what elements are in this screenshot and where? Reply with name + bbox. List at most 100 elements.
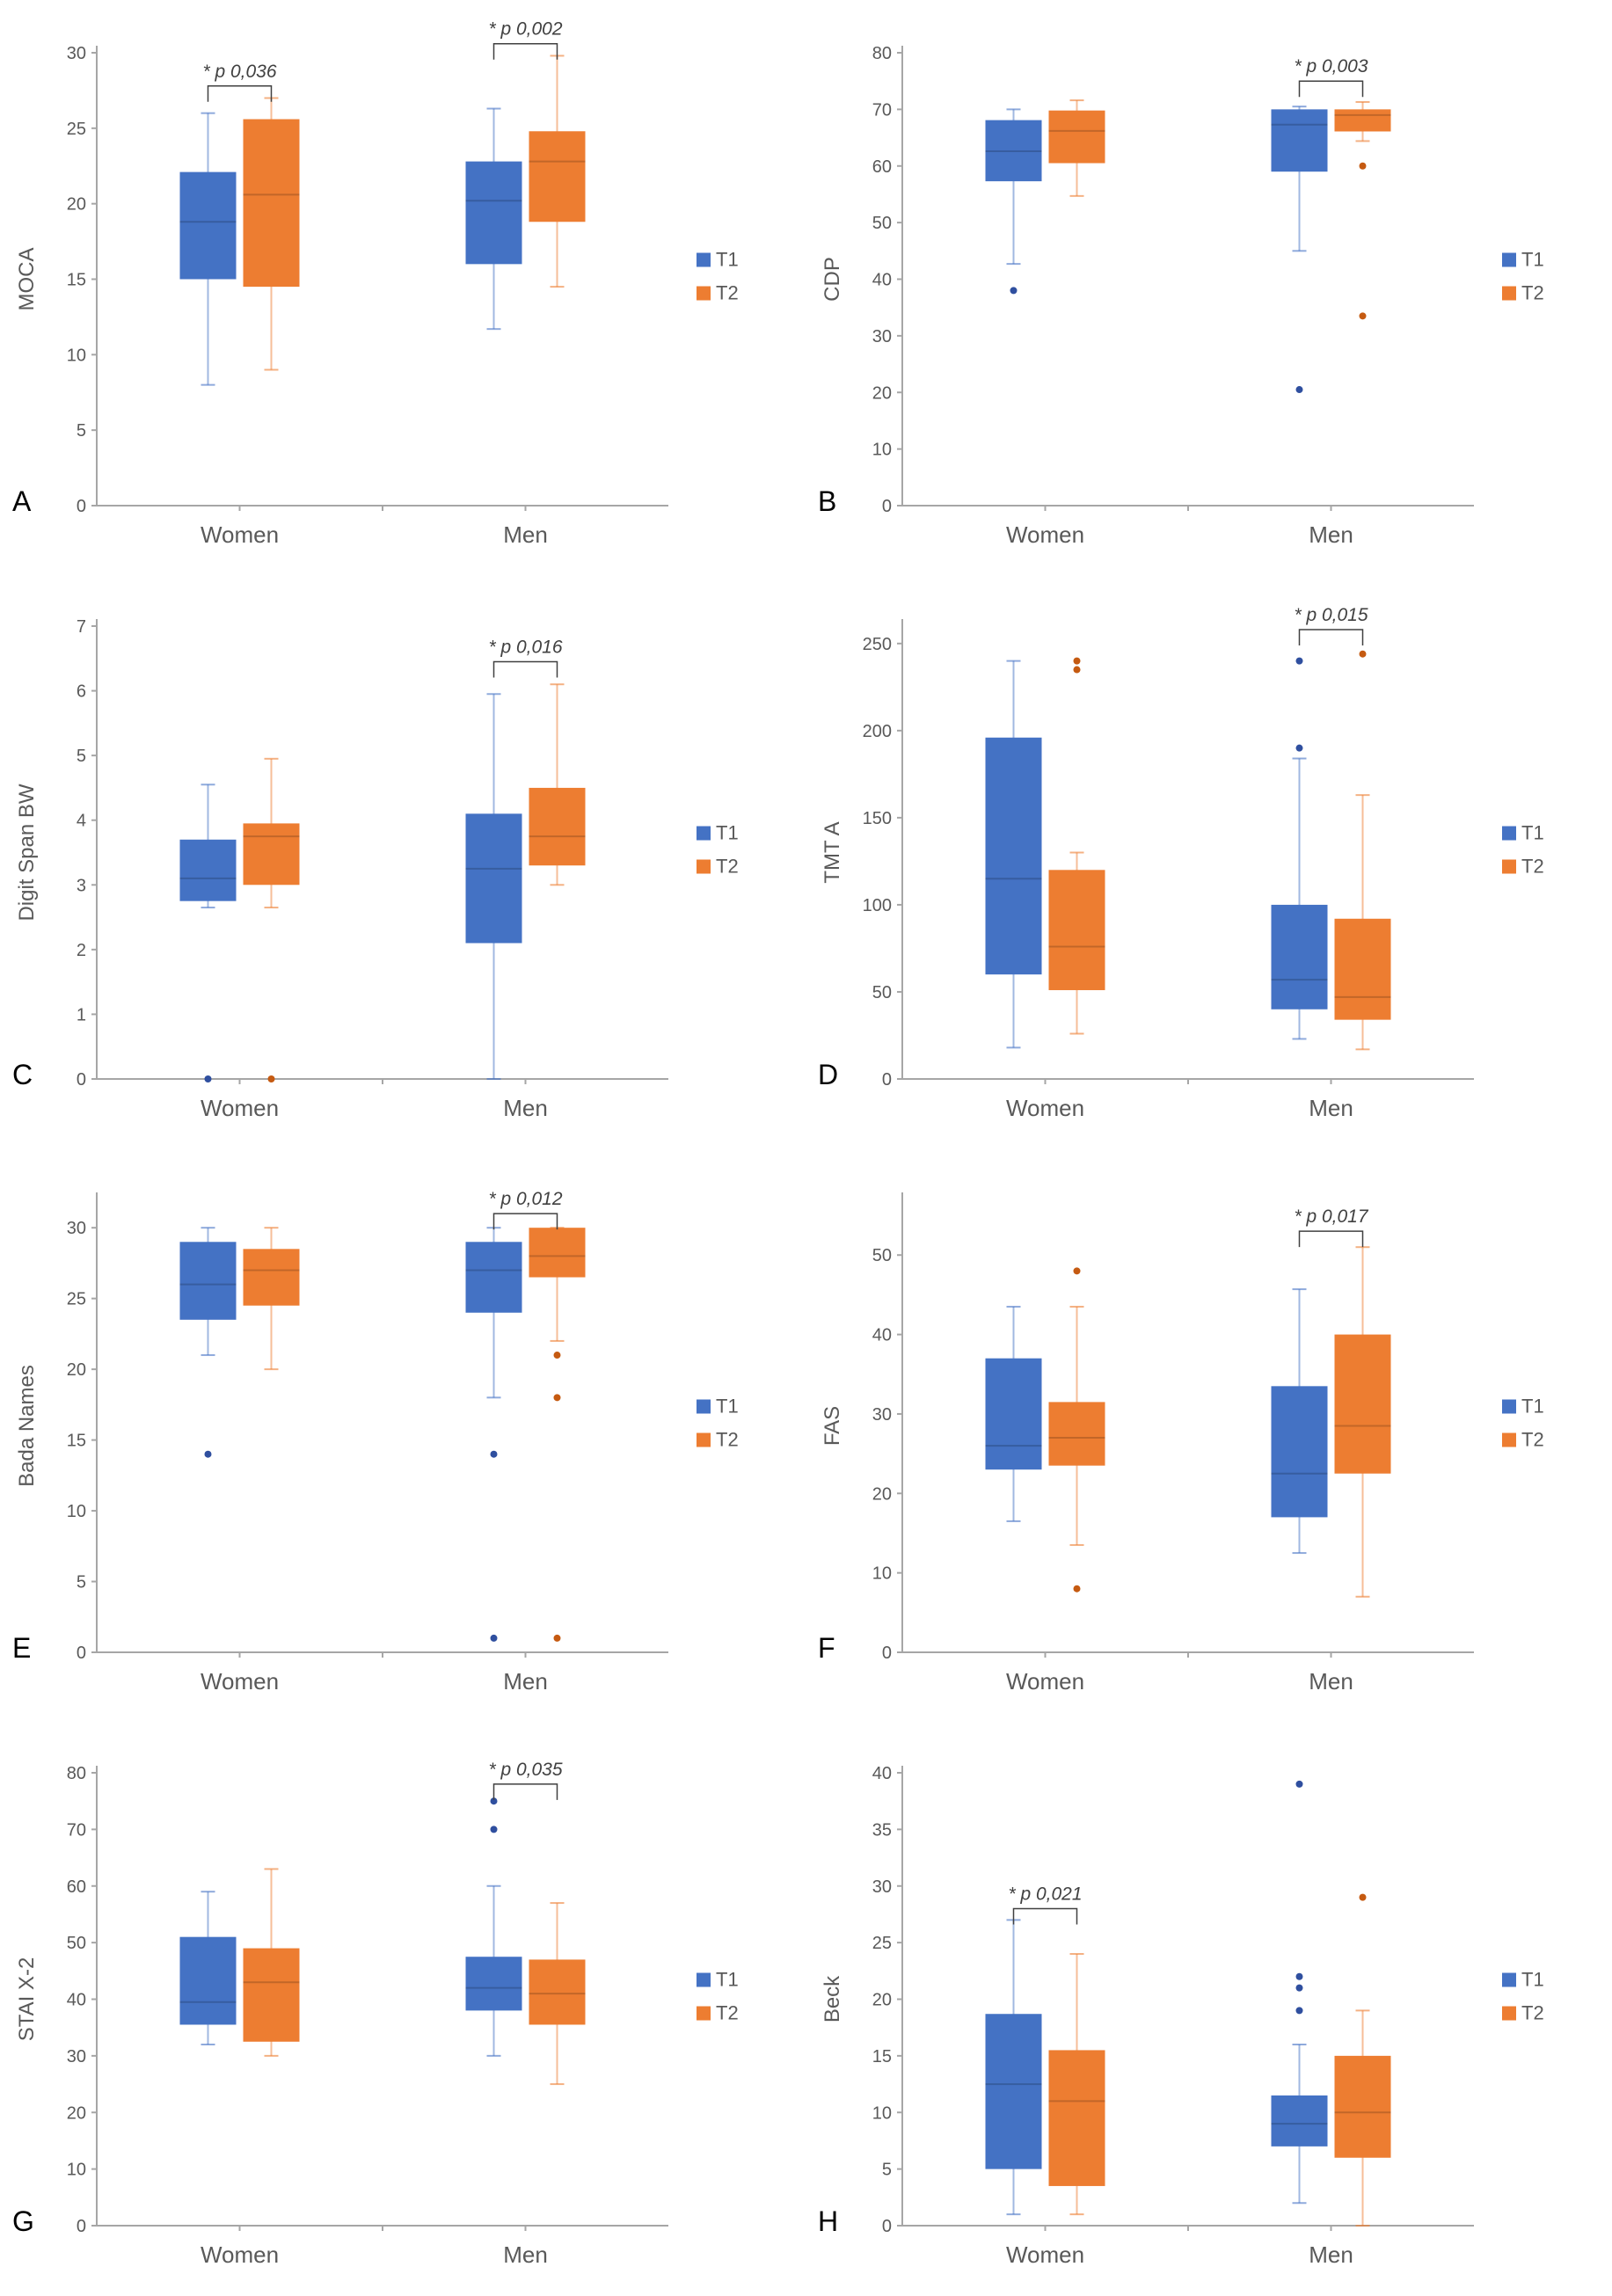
- legend-label-t1: T1: [716, 1969, 739, 1991]
- box-t2-men: [1334, 101, 1391, 320]
- box-iqr: [985, 120, 1042, 182]
- outlier-point: [1073, 666, 1081, 674]
- y-tick-label: 30: [67, 2047, 86, 2066]
- panel-f: 0 10 20 30 40 50 FAS F Women Men * p 0,017 T1 T2: [806, 1147, 1612, 1720]
- box-iqr: [1048, 870, 1105, 990]
- box-iqr: [1334, 2055, 1391, 2158]
- x-tick-label: Men: [503, 2241, 548, 2268]
- legend-label-t2: T2: [1521, 856, 1544, 878]
- box-t2-men: [1334, 650, 1391, 1051]
- x-tick-label: Men: [1309, 2241, 1353, 2268]
- outlier-point: [1010, 287, 1018, 295]
- legend-swatch-t1: [697, 1399, 711, 1414]
- panel-b: 0 10 20 30 40 50 60 70 80 CDP B Women Men * p 0,003 T1…: [806, 0, 1612, 573]
- y-tick-label: 30: [67, 1219, 86, 1238]
- outlier-point: [1295, 386, 1303, 394]
- outlier-point: [204, 1075, 212, 1082]
- p-value-annotation: * p 0,012: [488, 1189, 562, 1209]
- boxplot-chart: 0 10 20 30 40 50 60 70 80 STAI X-2 G Women Men * p 0,…: [12, 1760, 739, 2268]
- box-iqr: [529, 131, 586, 222]
- p-value-annotation: * p 0,015: [1294, 605, 1368, 625]
- panel-letter: C: [12, 1059, 33, 1090]
- y-tick-label: 60: [872, 157, 892, 177]
- p-value-annotation: * p 0,036: [202, 62, 276, 82]
- box-t1-women: [179, 1227, 237, 1458]
- y-tick-label: 10: [872, 2103, 892, 2123]
- box-t1-men: [1271, 1780, 1328, 2205]
- x-tick-label: Men: [1309, 1668, 1353, 1695]
- box-t2-women: [1048, 1953, 1105, 2216]
- box-t1-men: [465, 693, 522, 1080]
- box-iqr: [179, 1936, 237, 2025]
- p-value-annotation: * p 0,017: [1294, 1206, 1368, 1227]
- x-tick-label: Women: [1006, 521, 1084, 548]
- box-t1-women: [985, 660, 1042, 1049]
- boxplot-chart: 0 5 10 15 20 25 30 35 40 Beck H Women Men * p 0,021 T1…: [818, 1764, 1544, 2268]
- outlier-point: [490, 1634, 498, 1642]
- y-tick-label: 0: [882, 1070, 892, 1090]
- y-tick-label: 30: [872, 1405, 892, 1425]
- box-iqr: [1271, 2095, 1328, 2147]
- y-tick-label: 10: [67, 1502, 86, 1521]
- box-iqr: [1334, 918, 1391, 1020]
- box-iqr: [179, 1242, 237, 1320]
- panel-e: 0 5 10 15 20 25 30 Bada Names E Women Men * p 0,012…: [0, 1147, 806, 1720]
- y-tick-label: 70: [872, 100, 892, 120]
- significance-bracket: [492, 1213, 558, 1230]
- outlier-point: [553, 1634, 561, 1642]
- panel-h: 0 5 10 15 20 25 30 35 40 Beck H Women Men * p 0,021 T1…: [806, 1720, 1612, 2293]
- box-t1-women: [985, 1919, 1042, 2216]
- y-tick-label: 10: [872, 1564, 892, 1584]
- legend-swatch-t1: [1502, 826, 1516, 841]
- box-t2-women: [243, 757, 300, 1082]
- box-t2-women: [243, 97, 300, 371]
- box-iqr: [465, 1242, 522, 1313]
- y-axis-label: MOCA: [15, 248, 39, 311]
- legend-label-t1: T1: [1521, 822, 1544, 844]
- x-tick-label: Men: [1309, 521, 1353, 548]
- p-value-annotation: * p 0,002: [488, 19, 562, 40]
- y-tick-label: 40: [872, 271, 892, 290]
- y-tick-label: 3: [77, 876, 86, 895]
- y-tick-label: 70: [67, 1820, 86, 1840]
- boxplot-chart: 0 50 100 150 200 250 TMT A D Women Men * p 0,015 T1…: [818, 605, 1544, 1121]
- y-tick-label: 20: [67, 2103, 86, 2123]
- x-tick-label: Women: [201, 521, 279, 548]
- panel-letter: G: [12, 2205, 34, 2237]
- box-t2-women: [243, 1227, 300, 1371]
- legend-swatch-t1: [1502, 1399, 1516, 1414]
- box-iqr: [1048, 110, 1105, 164]
- p-value-annotation: * p 0,003: [1294, 56, 1368, 77]
- y-tick-label: 35: [872, 1820, 892, 1840]
- box-iqr: [529, 1228, 586, 1278]
- box-iqr: [465, 161, 522, 265]
- legend-label-t1: T1: [716, 822, 739, 844]
- outlier-point: [1073, 657, 1081, 665]
- outlier-point: [1295, 1984, 1303, 1992]
- box-iqr: [985, 737, 1042, 975]
- y-tick-label: 25: [67, 120, 86, 139]
- y-tick-label: 40: [872, 1326, 892, 1345]
- outlier-point: [1073, 1267, 1081, 1275]
- legend-label-t1: T1: [1521, 1969, 1544, 1991]
- outlier-point: [1295, 1780, 1303, 1788]
- legend-label-t2: T2: [716, 856, 739, 878]
- box-t2-men: [529, 1902, 586, 2086]
- panel-g: 0 10 20 30 40 50 60 70 80 STAI X-2 G Women Men * p 0,…: [0, 1720, 806, 2293]
- box-iqr: [1048, 1402, 1105, 1466]
- legend-swatch-t2: [1502, 1432, 1516, 1447]
- outlier-point: [1295, 2007, 1303, 2015]
- legend-swatch-t1: [697, 826, 711, 841]
- legend-label-t1: T1: [716, 249, 739, 271]
- y-tick-label: 100: [863, 896, 892, 915]
- panel-letter: H: [818, 2205, 838, 2237]
- box-iqr: [1271, 1386, 1328, 1518]
- x-tick-label: Women: [1006, 2241, 1084, 2268]
- box-t2-women: [1048, 99, 1105, 197]
- panel-letter: B: [818, 485, 836, 517]
- panel-letter: E: [12, 1632, 31, 1664]
- x-tick-label: Women: [201, 1668, 279, 1695]
- outlier-point: [267, 1075, 275, 1082]
- box-t1-women: [179, 1891, 237, 2045]
